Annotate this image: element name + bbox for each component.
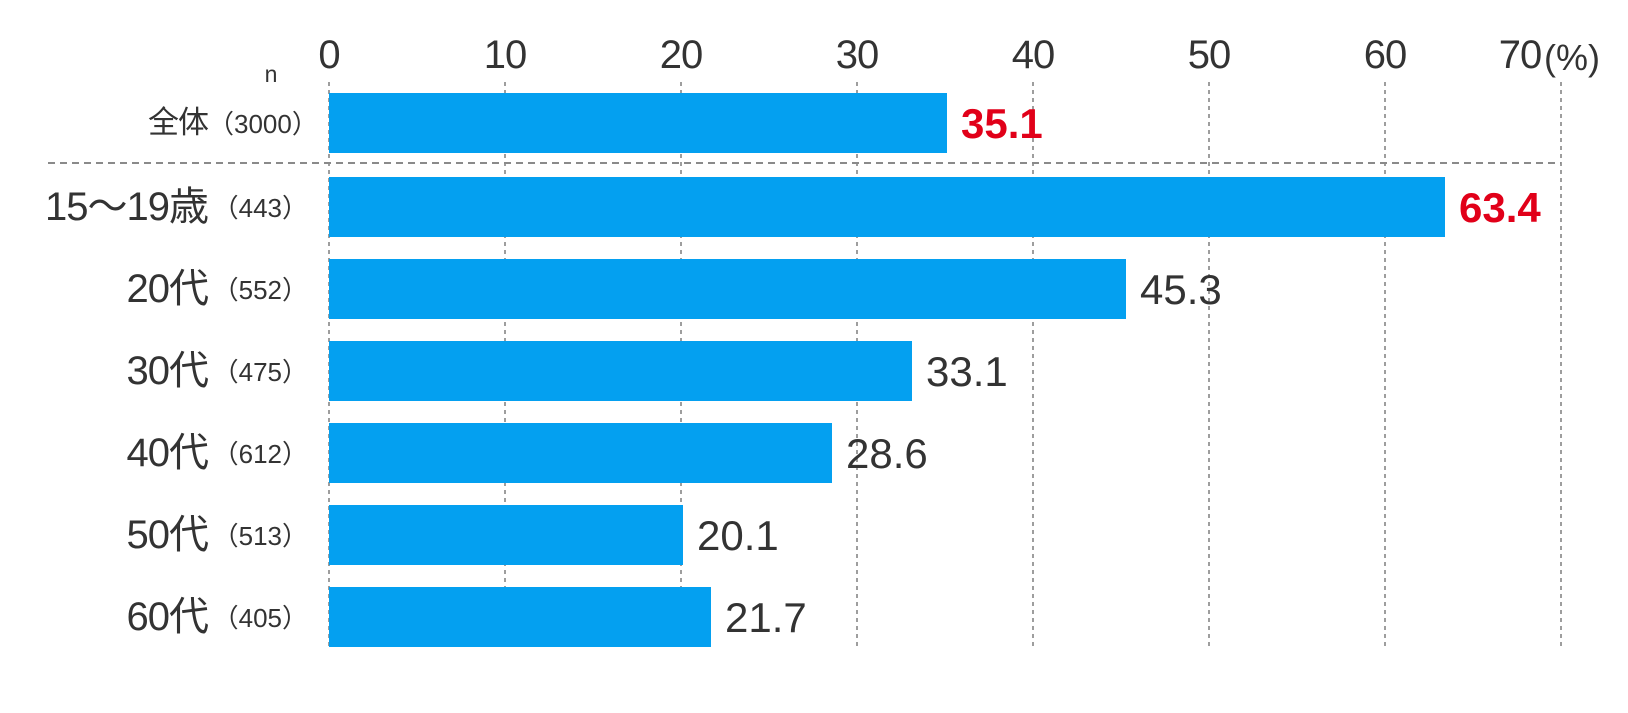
x-axis-tick-label: 0: [318, 33, 340, 77]
value-label: 63.4: [1459, 184, 1541, 231]
value-label: 35.1: [961, 100, 1043, 147]
value-label: 28.6: [846, 430, 928, 477]
value-label: 21.7: [725, 594, 807, 641]
category-label: 全体: [148, 105, 209, 140]
sample-size-label: （3000）: [208, 109, 318, 139]
x-axis-tick-label: 50: [1187, 33, 1231, 77]
sample-size-label: （475）: [212, 357, 308, 387]
x-axis-tick-label: 40: [1011, 33, 1055, 77]
gridline: [1384, 82, 1386, 649]
chart-row: 20代 （552） 45.3: [0, 259, 1628, 319]
bar: [329, 341, 912, 401]
x-axis-tick-label: 20: [659, 33, 703, 77]
sample-size-label: （443）: [212, 193, 308, 223]
bar: [329, 177, 1445, 237]
chart-row: 15～19歳 （443） 63.4: [0, 177, 1628, 237]
gridline: [1032, 82, 1034, 649]
sample-size-label: （612）: [212, 439, 308, 469]
chart-row: 50代 （513） 20.1: [0, 505, 1628, 565]
chart-row: 60代 （405） 21.7: [0, 587, 1628, 647]
category-label: 40代: [126, 431, 210, 475]
sample-size-label: （405）: [212, 603, 308, 633]
category-label: 50代: [126, 513, 210, 557]
x-axis-tick-label: 70: [1498, 33, 1542, 77]
total-row-separator-line: [48, 162, 1561, 164]
percent-unit-label: (%): [1544, 37, 1600, 78]
category-label: 15～19歳: [45, 185, 209, 229]
chart-row: 全体 （3000） 35.1: [0, 93, 1628, 153]
bar: [329, 259, 1126, 319]
value-label: 20.1: [697, 512, 779, 559]
gridline: [1560, 82, 1562, 649]
chart-row: 40代 （612） 28.6: [0, 423, 1628, 483]
value-label: 45.3: [1140, 266, 1222, 313]
bar: [329, 93, 947, 153]
bar: [329, 587, 711, 647]
category-label: 20代: [126, 267, 210, 311]
x-axis-tick-label: 60: [1363, 33, 1407, 77]
category-label: 60代: [126, 595, 210, 639]
x-axis-tick-label: 30: [835, 33, 879, 77]
chart-row: 30代 （475） 33.1: [0, 341, 1628, 401]
x-axis-tick-label: 10: [483, 33, 527, 77]
sample-size-label: （552）: [212, 275, 308, 305]
sample-size-label: （513）: [212, 521, 308, 551]
gridline: [1208, 82, 1210, 649]
value-label: 33.1: [926, 348, 1008, 395]
bar: [329, 423, 832, 483]
category-label: 30代: [126, 349, 210, 393]
bar: [329, 505, 683, 565]
n-column-header: n: [264, 61, 278, 87]
